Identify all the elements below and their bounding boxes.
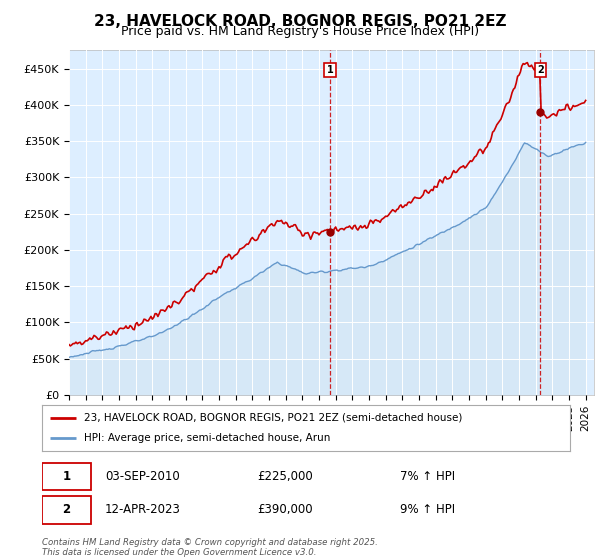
Text: £390,000: £390,000 — [257, 503, 313, 516]
Text: 1: 1 — [327, 65, 334, 75]
Text: 23, HAVELOCK ROAD, BOGNOR REGIS, PO21 2EZ: 23, HAVELOCK ROAD, BOGNOR REGIS, PO21 2E… — [94, 14, 506, 29]
Text: 7% ↑ HPI: 7% ↑ HPI — [400, 470, 455, 483]
FancyBboxPatch shape — [42, 496, 91, 524]
Text: 2: 2 — [537, 65, 544, 75]
FancyBboxPatch shape — [42, 463, 91, 490]
Text: HPI: Average price, semi-detached house, Arun: HPI: Average price, semi-detached house,… — [84, 433, 331, 443]
Text: 1: 1 — [62, 470, 70, 483]
Text: Price paid vs. HM Land Registry's House Price Index (HPI): Price paid vs. HM Land Registry's House … — [121, 25, 479, 38]
Text: 9% ↑ HPI: 9% ↑ HPI — [400, 503, 455, 516]
Text: 03-SEP-2010: 03-SEP-2010 — [105, 470, 179, 483]
Text: 12-APR-2023: 12-APR-2023 — [104, 503, 180, 516]
Text: 23, HAVELOCK ROAD, BOGNOR REGIS, PO21 2EZ (semi-detached house): 23, HAVELOCK ROAD, BOGNOR REGIS, PO21 2E… — [84, 413, 463, 423]
Text: Contains HM Land Registry data © Crown copyright and database right 2025.
This d: Contains HM Land Registry data © Crown c… — [42, 538, 378, 557]
Text: £225,000: £225,000 — [257, 470, 313, 483]
Text: 2: 2 — [62, 503, 70, 516]
